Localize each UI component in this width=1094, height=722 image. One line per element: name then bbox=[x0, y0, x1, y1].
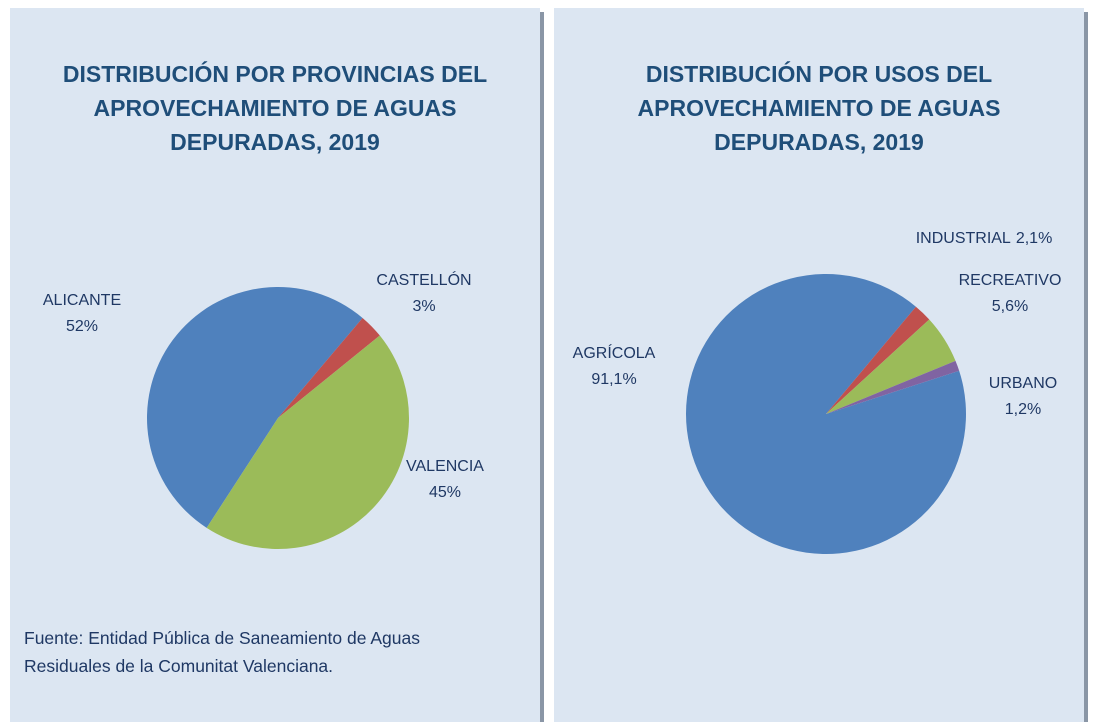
data-label: ALICANTE 52% bbox=[43, 292, 121, 335]
value-label: 91,1% bbox=[591, 371, 636, 388]
category-label: VALENCIA bbox=[406, 458, 484, 475]
value-label: 2,1% bbox=[1016, 230, 1052, 247]
pie-slice bbox=[826, 306, 930, 414]
pie-slice bbox=[826, 360, 960, 414]
pie-slice bbox=[278, 317, 380, 418]
category-label: CASTELLÓN bbox=[376, 270, 471, 289]
data-label: VALENCIA 45% bbox=[406, 458, 484, 501]
value-label: 1,2% bbox=[1005, 401, 1041, 418]
data-label: CASTELLÓN 3% bbox=[376, 270, 471, 315]
pie-slice bbox=[147, 287, 363, 528]
data-label: INDUSTRIAL 2,1% bbox=[916, 230, 1053, 247]
chart-title: DISTRIBUCIÓN POR PROVINCIAS DEL APROVECH… bbox=[62, 61, 488, 155]
category-label: URBANO bbox=[989, 375, 1057, 392]
category-label: RECREATIVO bbox=[959, 272, 1062, 289]
category-label: AGRÍCOLA bbox=[573, 343, 656, 362]
category-label: ALICANTE bbox=[43, 292, 121, 309]
source-note: Fuente: Entidad Pública de Saneamiento d… bbox=[24, 628, 420, 676]
chart-title: DISTRIBUCIÓN POR USOS DEL APROVECHAMIENT… bbox=[637, 61, 1001, 155]
pie-slice bbox=[826, 319, 956, 414]
data-label: URBANO 1,2% bbox=[989, 375, 1057, 418]
value-label: 52% bbox=[66, 318, 98, 335]
value-label: 3% bbox=[412, 298, 435, 315]
value-label: 5,6% bbox=[992, 298, 1028, 315]
value-label: 45% bbox=[429, 484, 461, 501]
data-label: AGRÍCOLA 91,1% bbox=[573, 343, 656, 388]
data-label: RECREATIVO 5,6% bbox=[959, 272, 1062, 315]
pie-slice bbox=[206, 335, 410, 550]
category-label: INDUSTRIAL bbox=[916, 230, 1011, 247]
